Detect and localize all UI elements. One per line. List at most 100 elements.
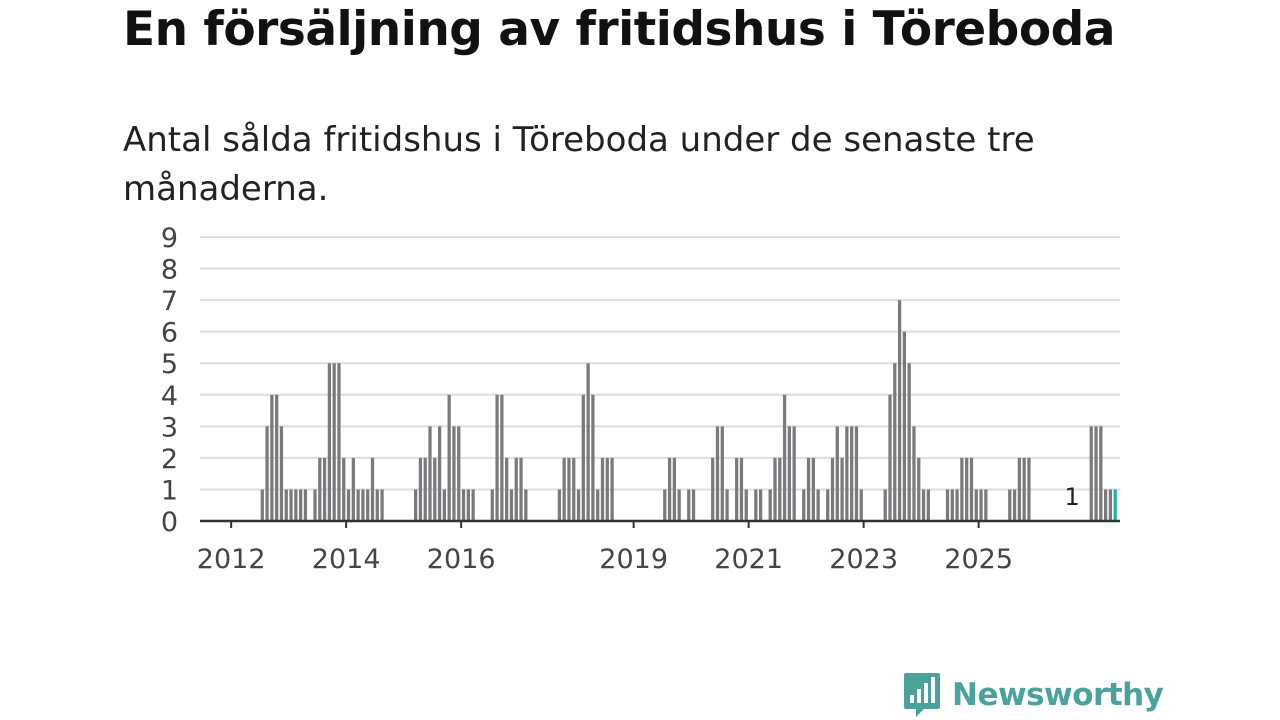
y-tick-label: 1 — [161, 475, 178, 506]
bar — [835, 426, 839, 521]
bar — [471, 489, 475, 521]
bar — [490, 489, 494, 521]
bar — [576, 489, 581, 521]
bar — [792, 426, 796, 521]
bar — [1103, 489, 1108, 521]
bar — [567, 457, 571, 521]
x-tick-label: 2025 — [944, 544, 1013, 575]
bar — [270, 394, 274, 521]
bar — [773, 457, 777, 521]
bar — [672, 457, 677, 521]
bar — [888, 394, 892, 521]
y-tick-label: 5 — [161, 349, 178, 380]
bar — [969, 457, 974, 521]
bar — [850, 426, 854, 521]
bar — [557, 489, 562, 521]
y-tick-label: 7 — [161, 286, 178, 317]
bar — [893, 363, 897, 521]
y-tick-label: 3 — [161, 412, 178, 443]
x-tick-label: 2014 — [312, 544, 381, 575]
bar — [950, 489, 954, 521]
bar — [433, 457, 437, 521]
x-tick-label: 2016 — [427, 544, 496, 575]
bar — [298, 489, 303, 521]
bar — [663, 489, 667, 521]
bar — [509, 489, 514, 521]
bar — [1108, 489, 1113, 521]
bar — [897, 300, 902, 521]
bar — [596, 489, 600, 521]
bar — [495, 394, 499, 521]
y-tick-label: 2 — [161, 444, 178, 475]
bar — [1022, 457, 1026, 521]
bar — [562, 457, 566, 521]
bar — [466, 489, 470, 521]
bar — [342, 457, 346, 521]
bar — [600, 457, 605, 521]
bar — [691, 489, 696, 521]
bar — [1027, 457, 1031, 521]
bar — [902, 331, 907, 521]
bar — [337, 363, 341, 521]
bar — [979, 489, 983, 521]
bar — [883, 489, 887, 521]
y-tick-label: 8 — [161, 255, 178, 286]
bar — [816, 489, 820, 521]
bar — [984, 489, 988, 521]
bar — [758, 489, 763, 521]
bar — [356, 489, 360, 521]
bar — [739, 457, 744, 521]
bar — [768, 489, 772, 521]
bar — [826, 489, 830, 521]
bar — [715, 426, 720, 521]
brand-name: Newsworthy — [952, 677, 1164, 713]
bar — [917, 457, 921, 521]
x-tick-label: 2023 — [829, 544, 898, 575]
newsworthy-logo-icon — [904, 673, 940, 717]
bar — [519, 457, 523, 521]
bar — [960, 457, 964, 521]
bar — [361, 489, 365, 521]
bar — [351, 457, 355, 521]
bar — [744, 489, 748, 521]
bar — [687, 489, 691, 521]
y-tick-label: 4 — [161, 381, 178, 412]
bar — [667, 457, 672, 521]
bar — [284, 489, 288, 521]
bar — [610, 457, 614, 521]
highlighted-bar — [1113, 489, 1117, 521]
bar — [1012, 489, 1017, 521]
bar — [442, 489, 447, 521]
bar — [514, 457, 518, 521]
value-label: 1 — [1064, 483, 1079, 511]
bar — [811, 457, 815, 521]
bar — [782, 394, 787, 521]
bar — [413, 489, 418, 521]
bar — [428, 426, 432, 521]
bar — [322, 457, 327, 521]
bar — [380, 489, 384, 521]
bar — [500, 394, 504, 521]
bar — [845, 426, 849, 521]
bar — [375, 489, 379, 521]
bar — [370, 457, 375, 521]
bar — [423, 457, 427, 521]
bar — [787, 426, 792, 521]
bar — [1017, 457, 1022, 521]
bar — [279, 426, 284, 521]
x-tick-label: 2021 — [714, 544, 783, 575]
bar — [921, 489, 926, 521]
bar — [457, 426, 461, 521]
bar — [945, 489, 950, 521]
bar — [461, 489, 466, 521]
bar — [366, 489, 370, 521]
bar — [802, 489, 806, 521]
bar — [418, 457, 423, 521]
bar — [754, 489, 758, 521]
bar — [711, 457, 715, 521]
newsworthy-logo: Newsworthy — [902, 670, 1164, 720]
bar — [912, 426, 916, 521]
chart-subtitle: Antal sålda fritidshus i Töreboda under … — [123, 120, 1035, 209]
y-tick-label: 0 — [161, 507, 178, 538]
bar — [955, 489, 959, 521]
